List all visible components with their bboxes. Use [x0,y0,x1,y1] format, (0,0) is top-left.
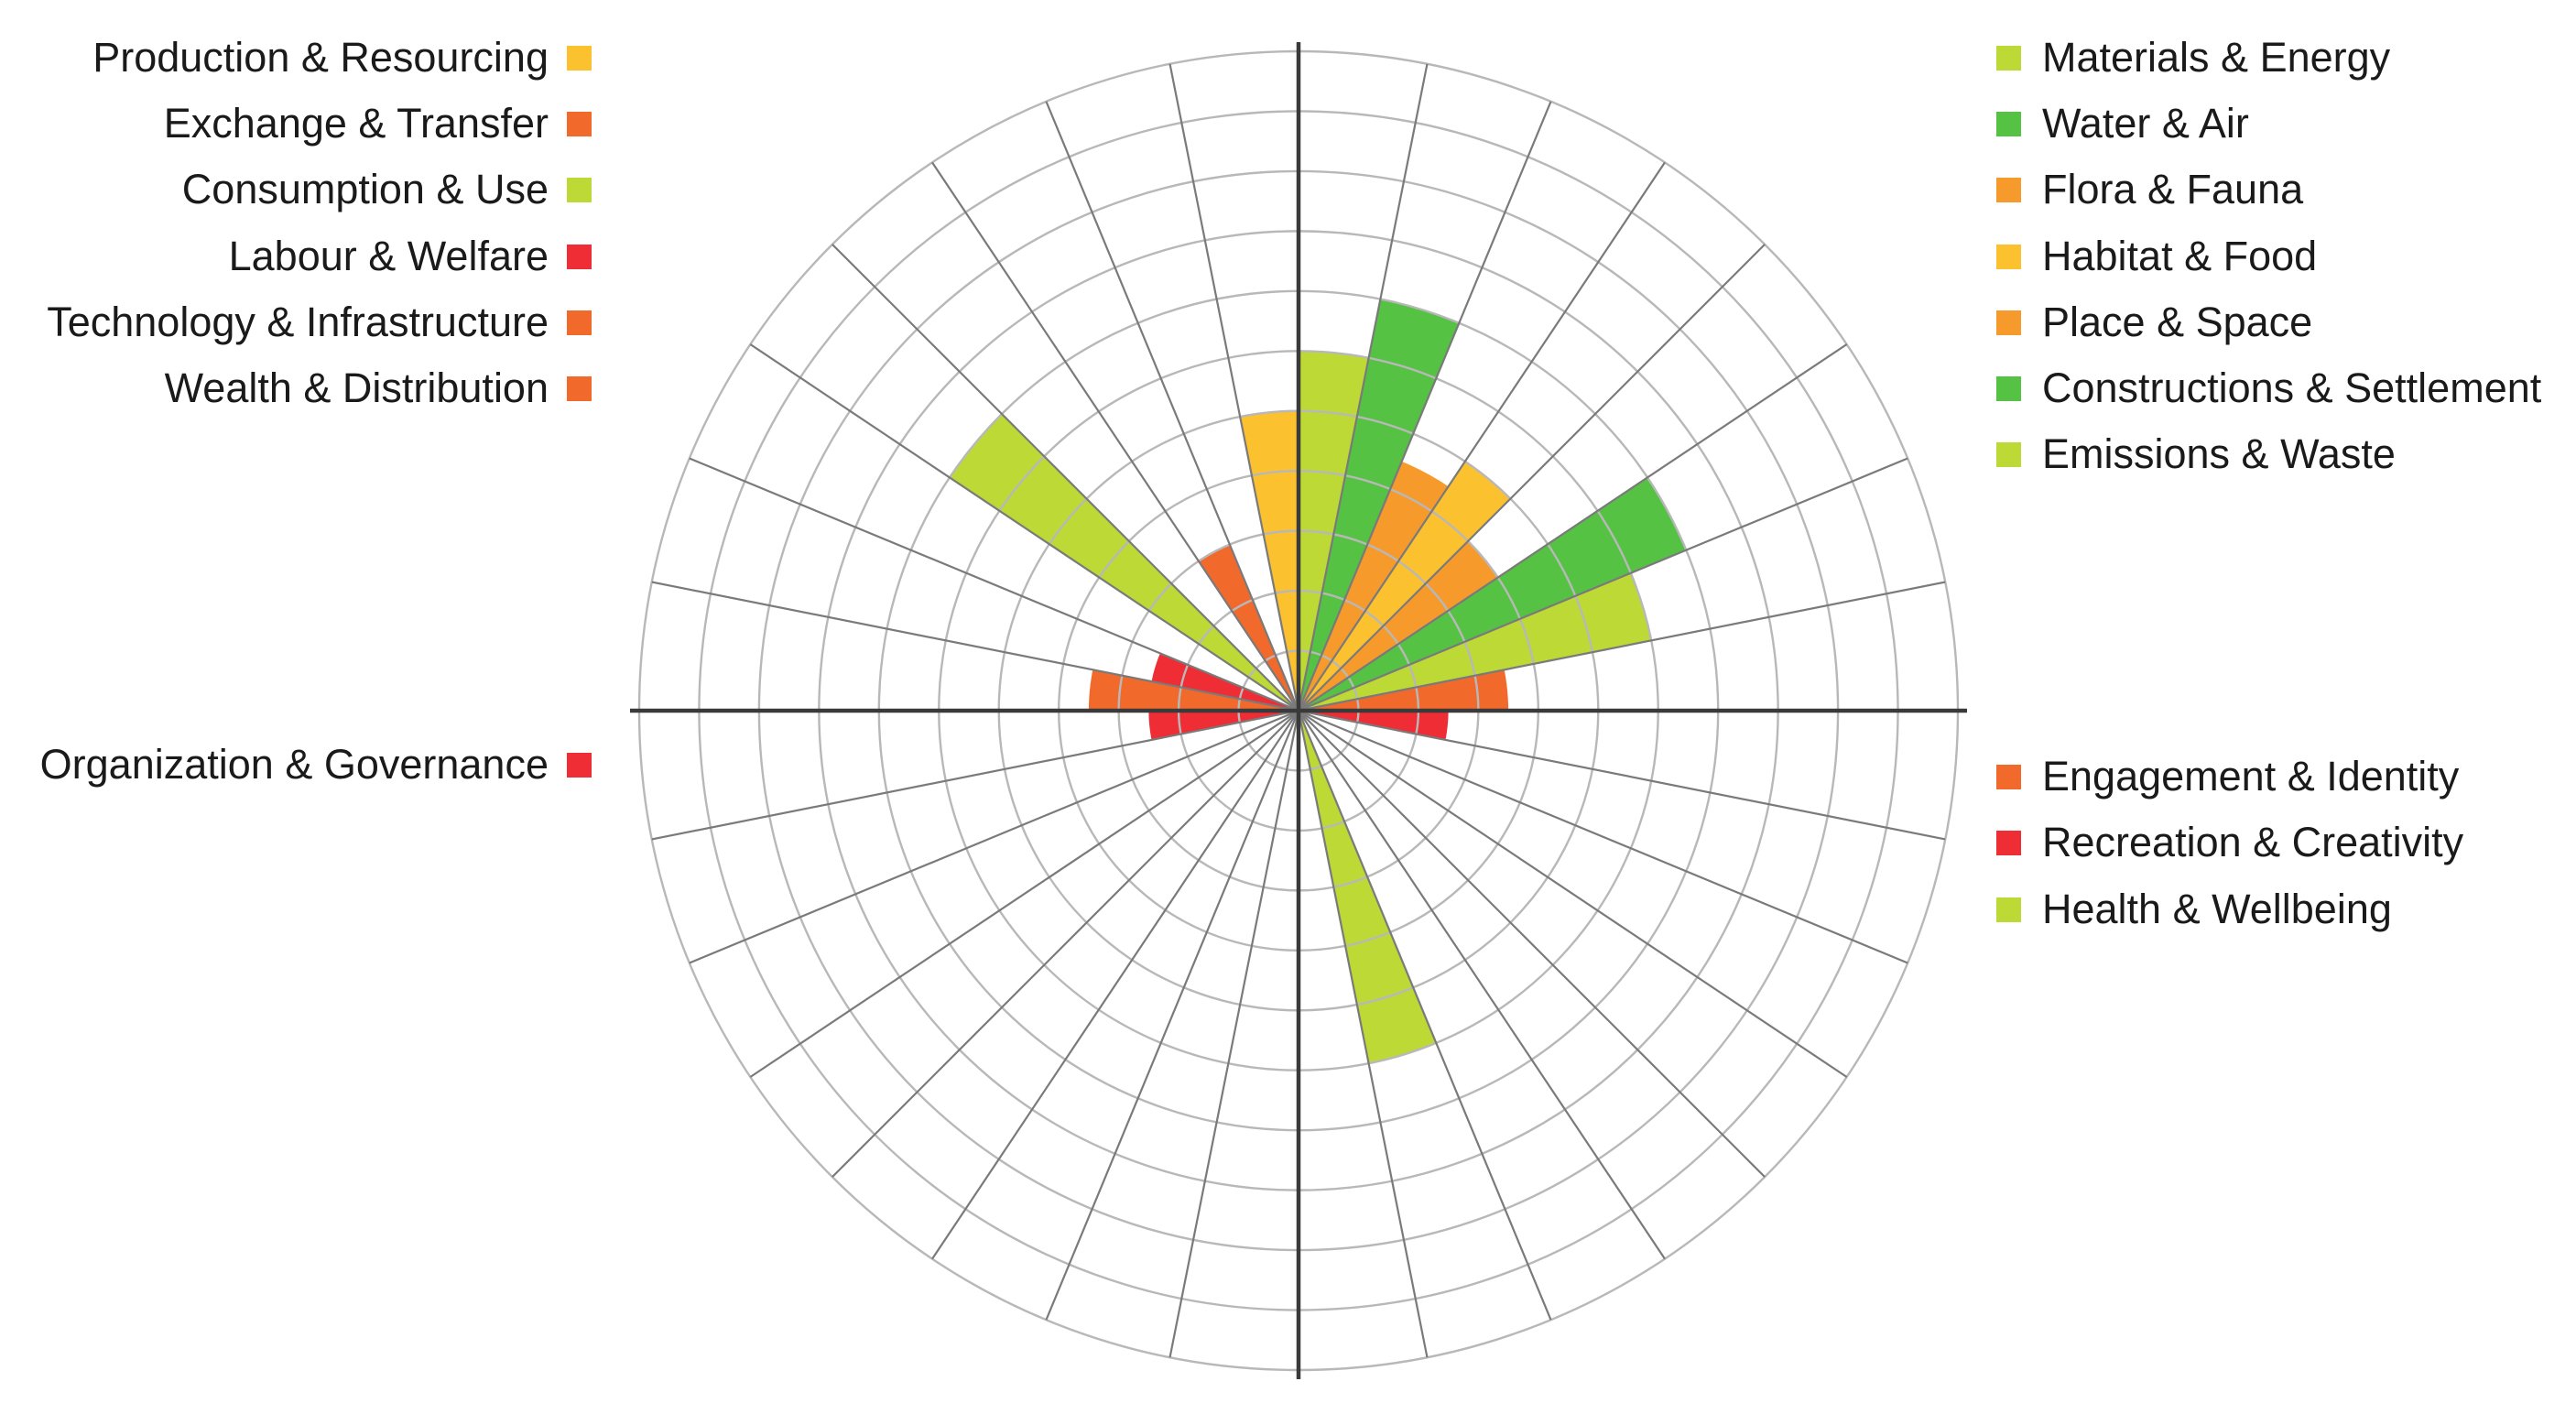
legend-item: Health & Wellbeing [1996,882,2392,937]
legend-item: Place & Space [1996,295,2312,350]
legend-label: Technology & Infrastructure [47,299,549,345]
legend-item: Engagement & Identity [1996,749,2459,804]
spoke-14 [1297,710,1552,1321]
wedge-6 [1299,572,1652,711]
legend-swatch [567,244,592,269]
spoke-2 [1297,101,1552,712]
legend-label: Materials & Energy [2042,34,2391,81]
legend-swatch [567,45,592,71]
spoke-15 [1297,710,1429,1358]
legend-item: Constructions & Settlement [1996,361,2541,416]
spoke-17 [1168,710,1300,1358]
legend-item: Technology & Infrastructure [47,295,592,350]
legend-swatch [567,375,592,401]
spoke-31 [1168,63,1300,712]
legend-item: Water & Air [1996,96,2249,151]
legend-item: Flora & Fauna [1996,162,2303,217]
legend-item: Habitat & Food [1996,229,2317,284]
spoke-10 [1298,709,1908,964]
chart-axes [630,42,1967,1379]
spoke-13 [1298,710,1666,1260]
spoke-6 [1298,457,1908,712]
wedge-3 [1299,461,1511,711]
spoke-30 [1045,101,1300,712]
legend-right: Materials & Energy Water & Air Flora & Fau… [1996,0,2564,1007]
legend-label: Emissions & Waste [2042,430,2396,477]
wedge-29 [1198,544,1299,711]
legend-swatch [1996,177,2021,202]
legend-swatch [1996,310,2021,335]
legend-swatch [1996,897,2021,922]
legend-label: Recreation & Creativity [2042,819,2464,865]
legend-label: Consumption & Use [181,166,549,212]
spoke-3 [1298,161,1666,712]
spoke-28 [831,244,1299,712]
spoke-21 [749,710,1299,1078]
spoke-23 [651,709,1299,841]
spoke-29 [931,161,1299,712]
legend-swatch [1996,764,2021,789]
spoke-11 [1298,710,1848,1078]
legend-label: Habitat & Food [2042,233,2318,279]
legend-swatch [1996,111,2021,136]
legend-label: Engagement & Identity [2042,753,2460,799]
wedge-27 [950,414,1299,711]
legend-swatch [567,111,592,136]
legend-swatch [1996,244,2021,269]
legend-item: Wealth & Distribution [165,361,592,416]
legend-label: Health & Wellbeing [2042,886,2392,932]
legend-swatch [567,310,592,335]
spoke-27 [749,343,1299,712]
legend-swatch [1996,45,2021,71]
legend-swatch [1996,375,2021,401]
spoke-7 [1298,581,1946,712]
spoke-1 [1297,63,1429,712]
legend-label: Exchange & Transfer [163,100,549,147]
wedge-5 [1299,477,1687,711]
legend-swatch [567,752,592,778]
wedge-2 [1299,461,1449,711]
legend-label: Water & Air [2042,100,2249,147]
wedge-1 [1299,299,1460,711]
spoke-4 [1298,244,1766,712]
spoke-22 [689,709,1299,964]
legend-label: Constructions & Settlement [2042,364,2542,411]
legend-item: Emissions & Waste [1996,427,2396,482]
wedge-4 [1299,540,1498,711]
legend-swatch [567,177,592,202]
spoke-18 [1045,710,1300,1321]
legend-item: Exchange & Transfer [164,96,592,151]
spoke-12 [1298,710,1766,1178]
legend-label: Flora & Fauna [2042,166,2304,212]
legend-label: Organization & Governance [39,741,549,788]
spoke-19 [931,710,1299,1260]
legend-item: Materials & Energy [1996,30,2390,85]
spoke-9 [1298,709,1946,841]
legend-label: Wealth & Distribution [164,364,549,411]
legend-item: Organization & Governance [40,737,592,792]
legend-label: Production & Resourcing [92,34,549,81]
legend-left: Production & Resourcing Exchange & Transf… [0,0,592,1007]
legend-swatch [1996,441,2021,467]
legend-swatch [1996,830,2021,855]
wedge-14 [1299,711,1437,1064]
spoke-26 [689,457,1299,712]
legend-item: Labour & Welfare [229,229,592,284]
legend-item: Production & Resourcing [92,30,592,85]
legend-label: Place & Space [2042,299,2313,345]
spoke-20 [831,710,1299,1178]
legend-label: Labour & Welfare [228,233,549,279]
legend-item: Recreation & Creativity [1996,815,2463,870]
legend-item: Consumption & Use [182,162,592,217]
spoke-5 [1298,343,1848,712]
spoke-25 [651,581,1299,712]
